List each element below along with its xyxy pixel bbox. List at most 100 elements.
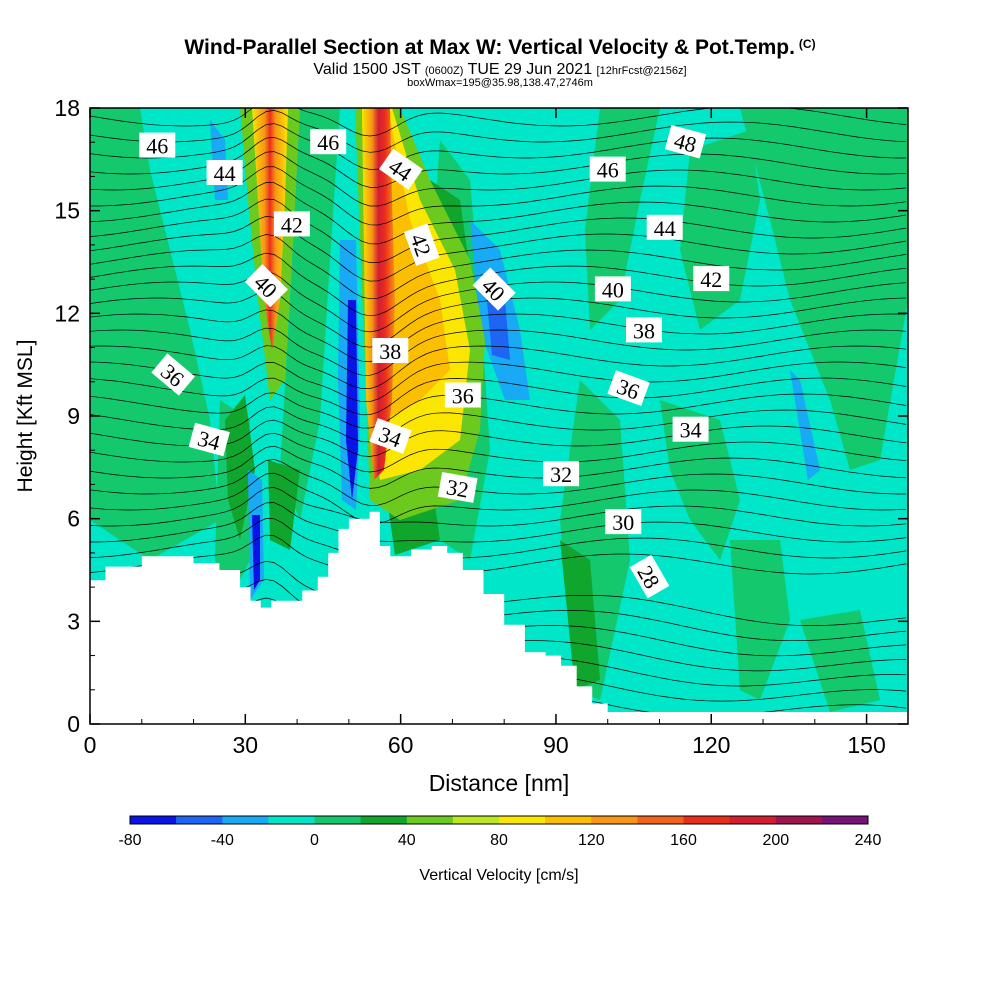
theta-contour-line <box>90 216 907 282</box>
theta-contour-line <box>90 327 907 376</box>
x-tick-label: 120 <box>692 732 730 758</box>
theta-contour-line <box>90 110 907 153</box>
theta-contour-line <box>90 502 907 543</box>
theta-label-box <box>589 156 626 182</box>
theta-label: 38 <box>626 317 662 343</box>
colorbar-swatch <box>729 816 777 824</box>
theta-label-box <box>403 223 440 266</box>
colorbar: -80 -40 0 40 80 120 160 200 240 <box>118 815 882 849</box>
field-band-green <box>730 540 790 700</box>
y-tick-label: 18 <box>54 95 80 121</box>
theta-label-box <box>273 211 310 237</box>
colorbar-swatch <box>406 816 454 824</box>
theta-label-text: 42 <box>700 267 722 292</box>
theta-label-box <box>693 266 730 292</box>
theta-label-box <box>369 418 412 454</box>
theta-label-box <box>244 264 288 308</box>
colorbar-swatch <box>176 816 223 824</box>
field-band-green <box>90 360 150 500</box>
theta-contour-line <box>90 309 907 362</box>
theta-contour-line <box>90 445 907 489</box>
theta-label-box <box>151 353 195 396</box>
x-tick-label: 60 <box>388 732 414 758</box>
theta-label-text: 42 <box>281 212 303 237</box>
theta-contour-line <box>90 432 907 473</box>
theta-label-box <box>139 132 176 158</box>
theta-label: 48 <box>664 124 707 159</box>
theta-label: 34 <box>672 416 709 443</box>
theta-contour-line <box>90 472 907 524</box>
y-tick-label: 12 <box>54 300 80 326</box>
colorbar-tick-label: 0 <box>310 832 319 849</box>
field-band-green <box>740 108 908 470</box>
valid-prefix: Valid 1500 JST <box>313 61 421 78</box>
x-tick-label: 150 <box>847 732 885 758</box>
theta-contour-line <box>90 361 907 403</box>
x-tick-label: 90 <box>543 732 569 758</box>
colorbar-tick-label: 240 <box>855 832 882 849</box>
field-band-darkgreen <box>560 540 600 690</box>
theta-label-box <box>310 129 347 155</box>
valid-time-line: Valid 1500 JST (0600Z) TUE 29 Jun 2021 [… <box>0 61 1000 79</box>
field-band-darkgreen <box>225 395 255 540</box>
y-tick-label: 15 <box>54 198 80 224</box>
theta-contour-line <box>90 108 907 137</box>
colorbar-frame <box>129 815 869 825</box>
theta-label: 44 <box>646 214 683 241</box>
theta-label: 34 <box>188 422 230 457</box>
colorbar-tick-label: -80 <box>118 832 141 849</box>
theta-contour-line <box>90 392 907 429</box>
field-band-blue <box>790 370 820 480</box>
colorbar-tick-label: 40 <box>398 832 416 849</box>
colorbar-swatch <box>637 816 684 824</box>
theta-label: 46 <box>589 156 626 183</box>
theta-label-box <box>437 471 478 503</box>
theta-contour-line <box>90 487 907 527</box>
colorbar-swatch <box>683 816 731 824</box>
chart-title: Wind-Parallel Section at Max W: Vertical… <box>0 36 1000 60</box>
theta-label-box <box>629 554 670 599</box>
theta-label: 38 <box>372 338 409 364</box>
theta-label-box <box>206 160 243 185</box>
theta-contour-line <box>90 252 907 317</box>
theta-label: 46 <box>310 129 347 155</box>
colorbar-tick-label: 120 <box>578 832 605 849</box>
theta-label-text: 34 <box>680 418 702 443</box>
theta-label: 40 <box>594 276 631 302</box>
utc-time: (0600Z) <box>424 65 464 77</box>
theta-label-text: 44 <box>654 216 676 241</box>
theta-contour-line <box>90 198 907 263</box>
theta-label-box <box>664 124 707 159</box>
theta-label: 32 <box>437 471 478 503</box>
theta-contour-line <box>90 123 906 170</box>
y-axis-label: Height [Kft MSL] <box>14 340 37 493</box>
colorbar-swatch <box>360 816 408 824</box>
colorbar-tick-label: -40 <box>211 832 234 849</box>
theta-label: 46 <box>139 132 176 159</box>
y-tick-label: 6 <box>67 506 80 532</box>
theta-label-box <box>378 148 423 190</box>
updraft-core-main <box>362 108 395 480</box>
theta-label: 32 <box>543 461 580 487</box>
theta-label: 42 <box>693 266 730 292</box>
theta-label-box <box>594 276 631 302</box>
colorbar-tick-label: 200 <box>762 832 789 849</box>
theta-label-box <box>444 382 481 408</box>
theta-label-text: 36 <box>452 384 474 409</box>
colorbar-label: Vertical Velocity [cm/s] <box>419 867 578 884</box>
colorbar-swatch <box>314 816 362 824</box>
theta-label-box <box>672 416 709 442</box>
theta-label-text: 44 <box>214 161 236 186</box>
field-band-blue <box>346 300 358 500</box>
y-tick-label: 0 <box>67 711 80 737</box>
copyright-mark: (C) <box>798 37 816 51</box>
colorbar-swatch <box>821 816 869 824</box>
theta-label-text: 40 <box>602 277 624 302</box>
x-tick-label: 0 <box>84 732 97 758</box>
theta-contour-line <box>90 534 907 579</box>
theta-label-box <box>472 267 516 311</box>
colorbar-swatch <box>452 816 500 824</box>
forecast-info: [12hrFcst@2156z] <box>596 65 687 77</box>
